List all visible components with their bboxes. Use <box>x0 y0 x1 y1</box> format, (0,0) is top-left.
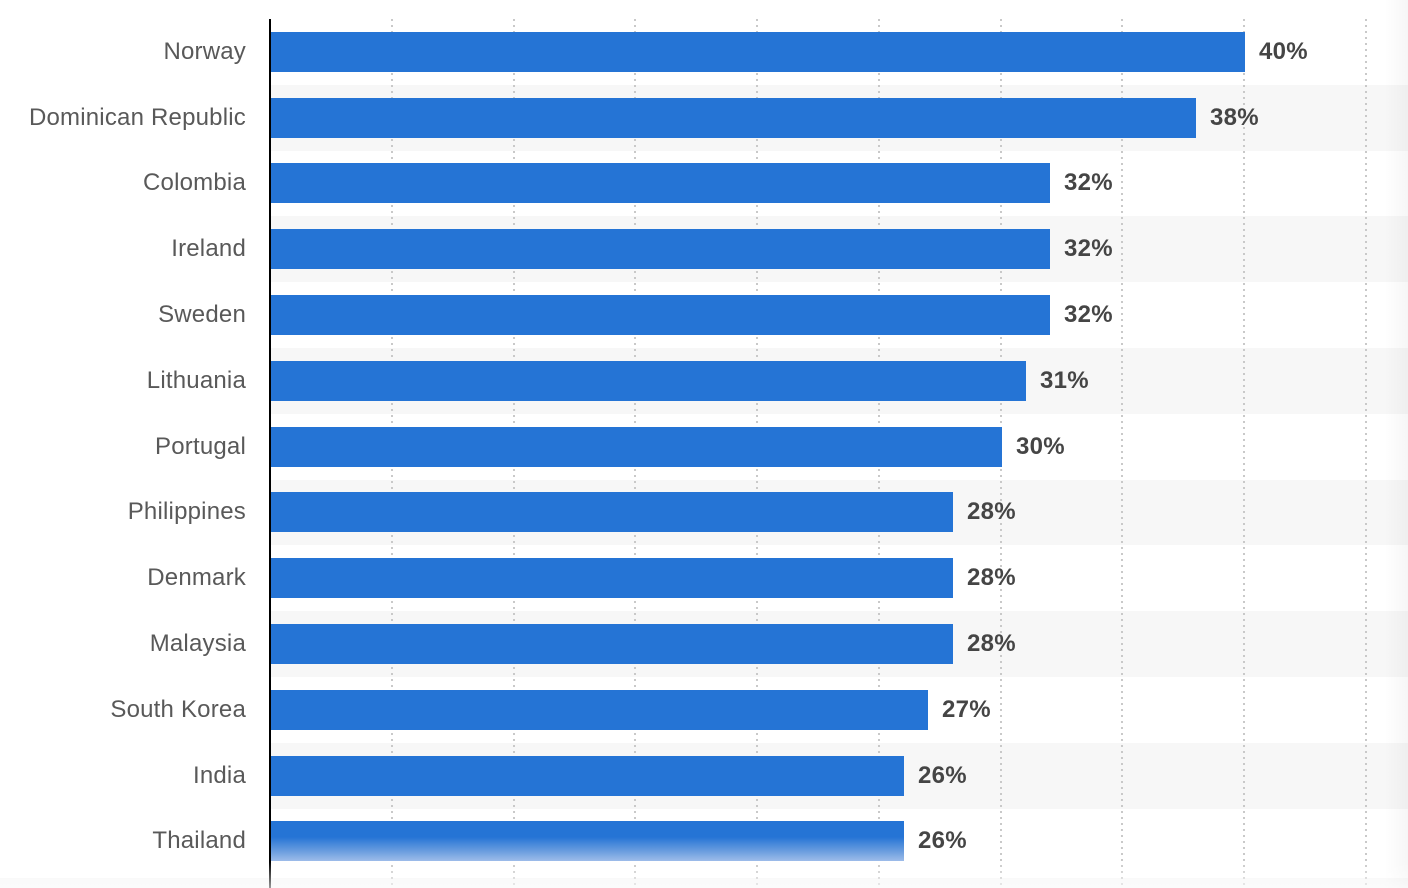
value-label: 28% <box>967 564 1016 592</box>
bar-colombia[interactable] <box>271 163 1050 204</box>
gridline-45pct <box>1365 19 1367 888</box>
category-label: Dominican Republic <box>28 103 246 131</box>
chart-row: Malaysia 28% <box>0 611 1408 677</box>
chart-row: Dominican Republic 38% <box>0 84 1408 151</box>
category-label: Norway <box>163 37 246 65</box>
value-label: 40% <box>1259 37 1308 65</box>
bar-sweden[interactable] <box>271 295 1050 336</box>
chart-row: Thailand 26% <box>0 809 1408 875</box>
bar-south-korea[interactable] <box>271 689 928 730</box>
category-label: Sweden <box>158 301 246 329</box>
bar-india[interactable] <box>271 755 904 796</box>
chart-row: India 26% <box>0 742 1408 809</box>
bar-philippines[interactable] <box>271 492 953 533</box>
category-label: South Korea <box>110 695 246 723</box>
bar-portugal[interactable] <box>271 426 1002 467</box>
value-label: 26% <box>918 761 967 789</box>
value-label: 28% <box>967 498 1016 526</box>
bar-ireland[interactable] <box>271 229 1050 270</box>
value-label: 32% <box>1064 301 1113 329</box>
category-label: Malaysia <box>149 630 246 658</box>
chart-rows: Norway 40% Dominican Republic 38% Colombia 32… <box>0 19 1408 874</box>
chart-row: Norway 40% <box>0 19 1408 85</box>
gridline-35pct <box>1121 19 1123 888</box>
chart-row: Ireland 32% <box>0 216 1408 283</box>
value-label: 27% <box>942 695 991 723</box>
bar-dominican-republic[interactable] <box>271 97 1196 138</box>
category-label: Philippines <box>127 498 246 526</box>
chart-row: Sweden 32% <box>0 282 1408 348</box>
chart-row: Lithuania 31% <box>0 347 1408 414</box>
chart-row: South Korea 27% <box>0 677 1408 743</box>
category-label: Thailand <box>152 827 246 855</box>
value-label: 32% <box>1064 235 1113 263</box>
bottom-strip <box>0 878 1408 888</box>
category-label: India <box>192 761 246 789</box>
category-label: Colombia <box>143 169 246 197</box>
y-axis-line <box>269 19 271 888</box>
chart-row: Colombia 32% <box>0 151 1408 217</box>
value-label: 31% <box>1040 366 1089 394</box>
category-label: Portugal <box>155 432 246 460</box>
gridline-40pct <box>1243 19 1245 888</box>
chart-row: Portugal 30% <box>0 414 1408 480</box>
value-label: 28% <box>967 630 1016 658</box>
chart-row: Denmark 28% <box>0 545 1408 611</box>
category-label: Denmark <box>147 564 246 592</box>
bar-norway[interactable] <box>271 31 1245 72</box>
bar-denmark[interactable] <box>271 558 953 599</box>
value-label: 30% <box>1016 432 1065 460</box>
category-label: Ireland <box>171 235 246 263</box>
category-label: Lithuania <box>146 366 246 394</box>
value-label: 38% <box>1210 103 1259 131</box>
value-label: 26% <box>918 827 967 855</box>
bar-lithuania[interactable] <box>271 360 1026 401</box>
bar-thailand[interactable] <box>271 821 904 862</box>
value-label: 32% <box>1064 169 1113 197</box>
bar-malaysia[interactable] <box>271 624 953 665</box>
chart-row: Philippines 28% <box>0 479 1408 546</box>
